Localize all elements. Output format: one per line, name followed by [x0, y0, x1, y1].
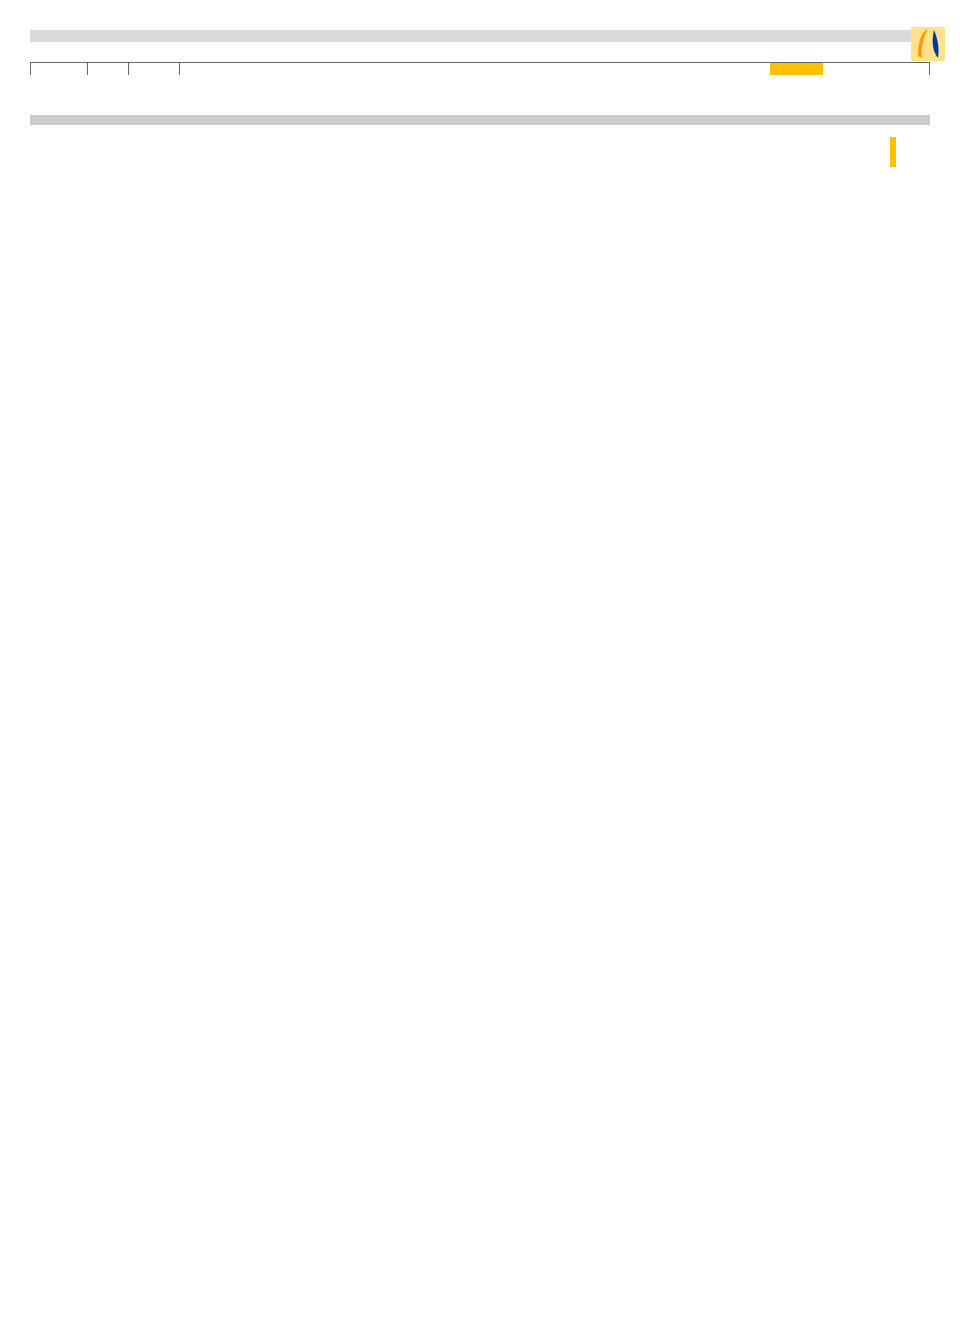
hdr-zakres: [650, 63, 770, 76]
hdr-norma: [31, 63, 88, 76]
footer-accent-bar: [890, 137, 896, 167]
header-row: [31, 63, 930, 76]
page-footer: [30, 137, 930, 167]
hdr-forma: [128, 63, 179, 76]
page-title: [30, 30, 930, 42]
coating-legend: [30, 115, 930, 125]
hdr-pow: [593, 63, 650, 76]
product-table: [30, 62, 930, 75]
hdr-nrart: [770, 63, 823, 76]
hdr-typ: [88, 63, 129, 76]
hdr-material: [522, 63, 593, 76]
sl-logo-icon: [908, 24, 948, 64]
hdr-prog: [876, 63, 929, 76]
hdr-ilust: [179, 63, 464, 76]
hdr-grupa: [823, 63, 876, 76]
